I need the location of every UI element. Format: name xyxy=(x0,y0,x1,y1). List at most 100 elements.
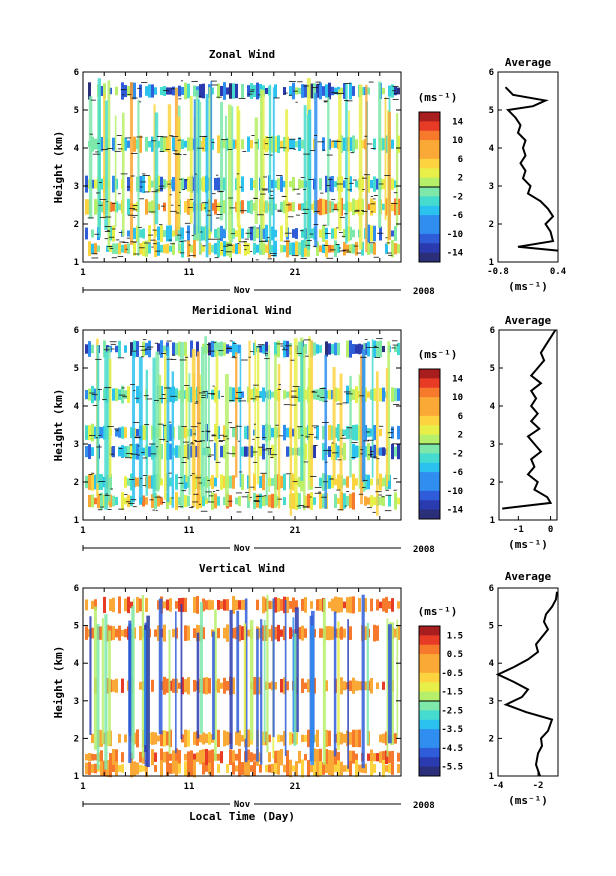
data-cell xyxy=(352,389,355,400)
contour-mark xyxy=(178,482,184,484)
data-cell xyxy=(169,424,172,442)
contour-mark xyxy=(114,150,121,152)
data-cell xyxy=(160,730,163,747)
data-cell xyxy=(223,200,226,214)
avg-x-tick-label: 0 xyxy=(548,525,553,535)
contour-mark xyxy=(107,246,113,247)
data-cell xyxy=(355,680,358,691)
data-cell xyxy=(223,444,226,459)
data-cell xyxy=(268,764,271,773)
data-cell xyxy=(379,473,382,491)
contour-mark xyxy=(331,140,338,142)
data-cell xyxy=(133,82,136,100)
data-streak xyxy=(141,594,145,758)
x-tick-label: 11 xyxy=(184,782,195,792)
data-cell xyxy=(94,497,97,505)
contour-mark xyxy=(355,209,360,211)
data-cell xyxy=(331,245,334,253)
data-cell xyxy=(247,85,250,97)
data-cell xyxy=(286,340,289,358)
contour-mark xyxy=(373,256,379,258)
data-cell xyxy=(265,224,268,243)
contour-mark xyxy=(240,359,248,361)
data-cell xyxy=(160,225,163,242)
data-cell xyxy=(352,729,355,748)
data-cell xyxy=(229,83,232,99)
contour-mark xyxy=(207,238,215,240)
contour-mark xyxy=(360,356,367,358)
colorbar-label: -3.5 xyxy=(441,725,463,735)
data-cell xyxy=(115,86,118,96)
data-cell xyxy=(145,240,148,257)
contour-mark xyxy=(162,136,168,138)
data-cell xyxy=(169,763,172,774)
data-streak xyxy=(198,101,202,255)
colorbar-segment xyxy=(419,626,440,636)
data-cell xyxy=(208,762,211,775)
contour-mark xyxy=(385,489,390,491)
data-cell xyxy=(349,176,352,192)
data-cell xyxy=(184,625,187,641)
avg-y-tick-label: 1 xyxy=(490,516,495,526)
data-cell xyxy=(337,388,340,402)
contour-mark xyxy=(263,154,269,155)
data-cell xyxy=(280,629,283,637)
data-cell xyxy=(391,387,394,402)
data-streak xyxy=(128,630,133,737)
data-cell xyxy=(157,735,160,742)
data-streak xyxy=(307,114,311,250)
contour-mark xyxy=(190,475,193,476)
contour-mark xyxy=(328,450,332,451)
contour-mark xyxy=(240,210,247,212)
data-streak xyxy=(104,614,108,770)
contour-mark xyxy=(228,422,233,424)
contour-mark xyxy=(226,348,233,349)
y-tick-label: 1 xyxy=(74,772,79,782)
contour-mark xyxy=(211,84,218,86)
contour-mark xyxy=(361,210,365,211)
colorbar-label: 1.5 xyxy=(447,631,463,641)
contour-mark xyxy=(107,426,114,428)
avg-y-tick-label: 4 xyxy=(490,402,496,412)
data-cell xyxy=(121,82,124,100)
data-cell xyxy=(85,599,88,611)
data-cell xyxy=(292,202,295,212)
data-cell xyxy=(109,226,112,241)
contour-mark xyxy=(303,153,310,155)
data-cell xyxy=(109,759,112,778)
data-cell xyxy=(136,762,139,775)
average-title: Average xyxy=(505,314,552,327)
contour-mark xyxy=(292,386,300,388)
data-cell xyxy=(142,228,145,239)
data-streak xyxy=(266,594,269,753)
contour-mark xyxy=(305,244,311,246)
avg-y-tick-label: 4 xyxy=(489,144,495,154)
contour-mark xyxy=(253,500,260,502)
data-cell xyxy=(151,749,154,766)
data-cell xyxy=(376,682,379,690)
data-cell xyxy=(337,342,340,356)
contour-mark xyxy=(207,431,210,433)
data-cell xyxy=(175,388,178,401)
data-cell xyxy=(376,625,379,641)
contour-mark xyxy=(205,491,212,493)
month-gap xyxy=(230,284,254,293)
contour-mark xyxy=(285,204,291,206)
avg-y-tick-label: 3 xyxy=(489,182,494,192)
data-streak xyxy=(155,351,160,492)
data-cell xyxy=(271,444,274,459)
data-streak xyxy=(220,101,224,221)
contour-mark xyxy=(168,472,172,474)
contour-mark xyxy=(207,456,212,458)
data-cell xyxy=(394,198,397,216)
data-cell xyxy=(226,624,229,642)
data-cell xyxy=(247,200,250,213)
contour-mark xyxy=(333,92,341,94)
data-cell xyxy=(382,759,385,778)
contour-mark xyxy=(293,148,296,150)
contour-mark xyxy=(206,214,212,216)
data-cell xyxy=(184,753,187,761)
contour-mark xyxy=(219,191,224,192)
contour-mark xyxy=(203,135,208,137)
data-cell xyxy=(328,424,331,441)
